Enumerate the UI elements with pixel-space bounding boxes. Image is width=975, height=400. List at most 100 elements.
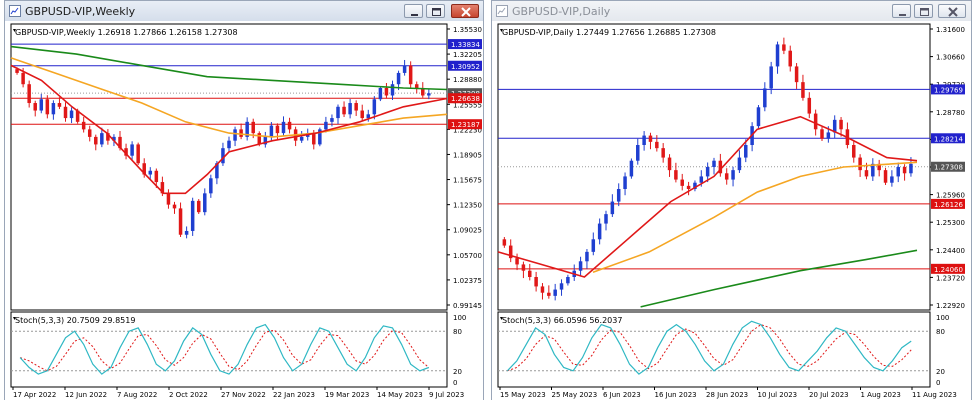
candle-body xyxy=(154,170,159,183)
price-badge-label: 1.26638 xyxy=(451,95,480,103)
candle-body xyxy=(693,182,697,189)
candle-body xyxy=(124,148,128,156)
candle-body xyxy=(408,65,413,85)
candle-body xyxy=(69,110,74,119)
candle-body xyxy=(390,84,395,96)
candle-body xyxy=(508,245,513,259)
minimize-button[interactable] xyxy=(404,4,423,18)
price-badge-label: 1.33834 xyxy=(451,41,480,49)
date-tick-label: 15 May 2023 xyxy=(500,391,546,399)
candle-body xyxy=(148,170,153,175)
candle-body xyxy=(724,173,729,180)
candle-body xyxy=(75,110,80,122)
moving-average-fast xyxy=(10,64,448,195)
price-badge xyxy=(931,161,965,172)
candle-body xyxy=(215,163,219,179)
date-tick-label: 2 Oct 2022 xyxy=(169,391,208,399)
candle-body xyxy=(775,44,780,67)
candle-body xyxy=(909,163,913,174)
candle-body xyxy=(648,135,653,142)
weekly-titlebar[interactable]: GBPUSD-VIP,Weekly xyxy=(5,1,483,22)
close-button[interactable] xyxy=(451,4,479,18)
daily-symbol-header: GBPUSD-VIP,Daily 1.27449 1.27656 1.26885… xyxy=(502,28,716,37)
price-tick-label: 1.25555 xyxy=(453,101,482,109)
candle-body xyxy=(348,103,352,115)
weekly-chart-window[interactable]: GBPUSD-VIP,Weekly 1.35530 1.32205 1.28880 1… xyxy=(4,0,484,400)
candle-body xyxy=(136,144,140,164)
candle-body xyxy=(604,214,608,224)
minimize-icon xyxy=(899,14,906,16)
candle-body xyxy=(372,99,377,115)
stoch-tick-label: 0 xyxy=(453,379,457,387)
candle-body xyxy=(384,87,389,96)
price-tick-label: 1.28880 xyxy=(453,76,482,84)
weekly-chart-area[interactable]: 1.35530 1.32205 1.28880 1.25555 1.22230 1.189… xyxy=(5,21,483,400)
maximize-button[interactable] xyxy=(426,4,445,18)
daily-titlebar[interactable]: GBPUSD-VIP,Daily xyxy=(492,1,971,22)
candle-body xyxy=(414,84,419,88)
candle-body xyxy=(553,289,557,296)
candle-body xyxy=(718,160,723,174)
weekly-window-title: GBPUSD-VIP,Weekly xyxy=(25,5,136,18)
candle-body xyxy=(839,119,843,130)
candle-body xyxy=(610,201,615,215)
candle-body xyxy=(566,277,570,284)
date-tick-label: 27 Nov 2022 xyxy=(221,391,266,399)
candle-body xyxy=(642,135,646,145)
maximize-button[interactable] xyxy=(914,4,933,18)
candle-body xyxy=(877,163,881,171)
candle-body xyxy=(221,148,225,164)
close-button[interactable] xyxy=(938,4,966,18)
candle-body xyxy=(94,136,98,145)
candle-body xyxy=(655,141,659,149)
collapse-triangle-icon xyxy=(13,317,16,320)
stoch-main-line xyxy=(506,320,912,375)
price-badge-label: 1.24060 xyxy=(934,266,963,274)
candle-body xyxy=(712,160,716,167)
date-tick-label: 11 Aug 2023 xyxy=(912,391,957,399)
daily-chart-area[interactable]: 1.316001.306601.297201.287801.276801.269… xyxy=(492,21,971,400)
price-badge xyxy=(448,39,482,50)
minimize-icon xyxy=(411,14,418,16)
candle-body xyxy=(756,107,761,127)
candle-body xyxy=(257,133,262,145)
candle-body xyxy=(45,99,50,115)
candle-body xyxy=(705,167,710,177)
candle-body xyxy=(184,230,189,235)
price-badge xyxy=(931,133,965,144)
candle-body xyxy=(318,129,322,145)
candle-body xyxy=(39,99,44,111)
candle-body xyxy=(227,140,231,149)
candle-body xyxy=(239,129,243,137)
price-badge xyxy=(448,60,482,71)
candle-body xyxy=(360,110,364,119)
candle-body xyxy=(597,223,602,240)
candle-body xyxy=(788,50,792,67)
candle-body xyxy=(890,176,894,183)
candle-body xyxy=(263,136,268,145)
candle-body xyxy=(896,167,900,177)
candle-body xyxy=(674,170,678,180)
candle-body xyxy=(591,239,596,252)
price-tick-label: 1.28780 xyxy=(936,109,965,117)
candle-body xyxy=(585,251,589,262)
maximize-icon xyxy=(920,8,929,16)
candle-body xyxy=(312,133,316,145)
candle-body xyxy=(51,103,56,115)
candle-body xyxy=(287,121,292,130)
minimize-button[interactable] xyxy=(892,4,911,18)
date-tick-label: 7 Aug 2022 xyxy=(117,391,157,399)
candle-body xyxy=(667,157,672,171)
daily-chart-window[interactable]: GBPUSD-VIP,Daily 1.316001.306601.297201.… xyxy=(491,0,972,400)
candle-body xyxy=(502,239,507,246)
candle-body xyxy=(233,129,237,141)
candle-body xyxy=(515,258,519,265)
candle-body xyxy=(251,121,255,134)
candle-body xyxy=(616,189,621,202)
weekly-stoch-label: Stoch(5,3,3) 20.7509 29.8519 xyxy=(15,316,135,325)
candle-body xyxy=(106,133,110,141)
candle-body xyxy=(160,182,165,194)
candle-body xyxy=(366,114,371,119)
price-tick-label: 1.30660 xyxy=(936,54,965,62)
date-tick-label: 22 Jan 2023 xyxy=(273,391,315,399)
